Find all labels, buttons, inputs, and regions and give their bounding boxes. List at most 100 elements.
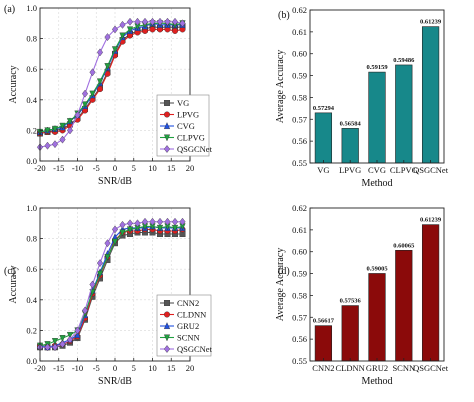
data-point-scnn	[104, 253, 111, 261]
data-point-lpvg	[149, 26, 156, 33]
data-point-qsgcnet	[59, 135, 66, 144]
x-tick-label: 5	[132, 163, 136, 173]
bar-qsgcnet	[421, 26, 440, 164]
data-point-qsgcnet	[119, 20, 126, 29]
y-tick-label: 0.62	[292, 203, 307, 213]
panel-letter: (d)	[278, 266, 290, 277]
bar-cldnn	[341, 305, 359, 362]
bar-cnn2	[314, 325, 333, 362]
x-tick-label: -15	[53, 363, 64, 373]
legend-label: CVG	[177, 121, 195, 131]
data-point-clpvg	[66, 118, 74, 126]
y-tick-label: 0.8	[26, 234, 37, 244]
data-point-qsgcnet	[44, 343, 51, 352]
bar-gru2	[368, 273, 386, 362]
legend-marker	[163, 134, 171, 142]
data-point-qsgcnet	[96, 48, 104, 57]
data-point-qsgcnet	[156, 217, 164, 226]
data-point-clpvg	[51, 125, 59, 133]
data-point-clpvg	[89, 90, 96, 98]
x-tick-label: 0	[113, 163, 117, 173]
legend-label: QSGCNet	[177, 144, 213, 154]
legend-marker	[163, 345, 171, 353]
legend-marker	[163, 99, 170, 106]
bar-value-label: 0.56584	[340, 120, 362, 127]
bar-qsgcnet	[421, 224, 440, 362]
data-point-qsgcnet	[149, 217, 156, 226]
bar-value-label: 0.59005	[366, 265, 388, 272]
y-tick-label: 0.57	[292, 312, 307, 322]
panel-letter: (b)	[278, 10, 290, 21]
data-point-clpvg	[44, 127, 51, 135]
x-tick-label: 10	[148, 363, 157, 373]
y-axis-title: Accuracy	[8, 65, 19, 103]
data-point-qsgcnet	[111, 225, 119, 234]
y-tick-label: 0.2	[26, 325, 37, 335]
data-point-qsgcnet	[59, 340, 66, 349]
data-point-qsgcnet	[141, 17, 149, 26]
y-tick-label: 0.6	[26, 264, 37, 274]
data-point-qsgcnet	[134, 17, 141, 26]
panel-letter: (a)	[4, 4, 15, 15]
data-point-qsgcnet	[89, 280, 96, 289]
legend-label: CNN2	[177, 298, 199, 308]
y-tick-label: 0.58	[292, 92, 307, 102]
data-point-qsgcnet	[126, 219, 134, 228]
x-tick-label: CNN2	[312, 363, 334, 373]
data-point-qsgcnet	[164, 217, 171, 226]
x-tick-label: -10	[72, 163, 83, 173]
data-point-qsgcnet	[149, 17, 156, 26]
y-tick-label: 0.61	[292, 27, 307, 37]
y-tick-label: 0.56	[292, 136, 307, 146]
legend-marker	[163, 334, 171, 342]
legend-label: CLDNN	[177, 310, 206, 320]
legend-marker	[163, 145, 171, 153]
y-tick-label: 0.59	[292, 269, 307, 279]
x-tick-label: CLDNN	[336, 363, 365, 373]
chart-panel-1: (a) -20 -15 -10 -5 0 5 10 15 20 0.0 0.2 0.4 0.6 0.8 1.0…	[4, 3, 213, 187]
y-tick-label: 1.0	[26, 3, 37, 13]
legend-label: GRU2	[177, 321, 199, 331]
y-tick-label: 0.8	[26, 34, 37, 44]
data-point-qsgcnet	[164, 17, 171, 26]
y-tick-label: 0.58	[292, 290, 307, 300]
data-point-clpvg	[119, 32, 126, 40]
data-point-scnn	[66, 331, 74, 339]
data-point-clpvg	[111, 46, 119, 54]
y-axis-title: Average Accuracy	[275, 248, 286, 321]
x-tick-label: -20	[34, 163, 45, 173]
data-point-qsgcnet	[44, 141, 51, 150]
x-tick-label: -5	[93, 163, 100, 173]
y-tick-label: 0.61	[292, 225, 307, 235]
data-point-qsgcnet	[89, 68, 96, 77]
data-point-scnn	[119, 229, 126, 237]
bar-value-label: 0.60065	[393, 242, 415, 249]
legend-marker	[163, 111, 170, 118]
y-tick-label: 0.57	[292, 114, 307, 124]
chart-panel-3: (c) -20 -15 -10 -5 0 5 10 15 20 0.0 0.2 0.4 0.6 0.8 1.0…	[4, 203, 213, 387]
bar-value-label: 0.57294	[313, 105, 335, 112]
legend-marker	[163, 300, 170, 307]
y-tick-label: 0.56	[292, 334, 307, 344]
data-point-qsgcnet	[96, 259, 104, 268]
panel-letter: (c)	[4, 266, 15, 277]
legend-marker	[163, 322, 171, 329]
bar-value-label: 0.59159	[366, 64, 388, 71]
y-tick-label: 0.4	[26, 295, 37, 305]
data-point-qsgcnet	[171, 217, 179, 226]
x-axis-title: Method	[361, 178, 392, 189]
bar-value-label: 0.61239	[420, 217, 442, 224]
y-tick-label: 1.0	[26, 203, 37, 213]
data-point-qsgcnet	[111, 25, 119, 34]
bar-value-label: 0.57536	[340, 298, 362, 305]
y-tick-label: 0.55	[292, 356, 307, 366]
data-point-qsgcnet	[51, 140, 59, 149]
data-point-qsgcnet	[134, 219, 141, 228]
plot-frame	[309, 207, 445, 362]
x-tick-label: 0	[113, 363, 117, 373]
bar-scnn	[395, 249, 413, 362]
data-point-clpvg	[104, 63, 111, 71]
